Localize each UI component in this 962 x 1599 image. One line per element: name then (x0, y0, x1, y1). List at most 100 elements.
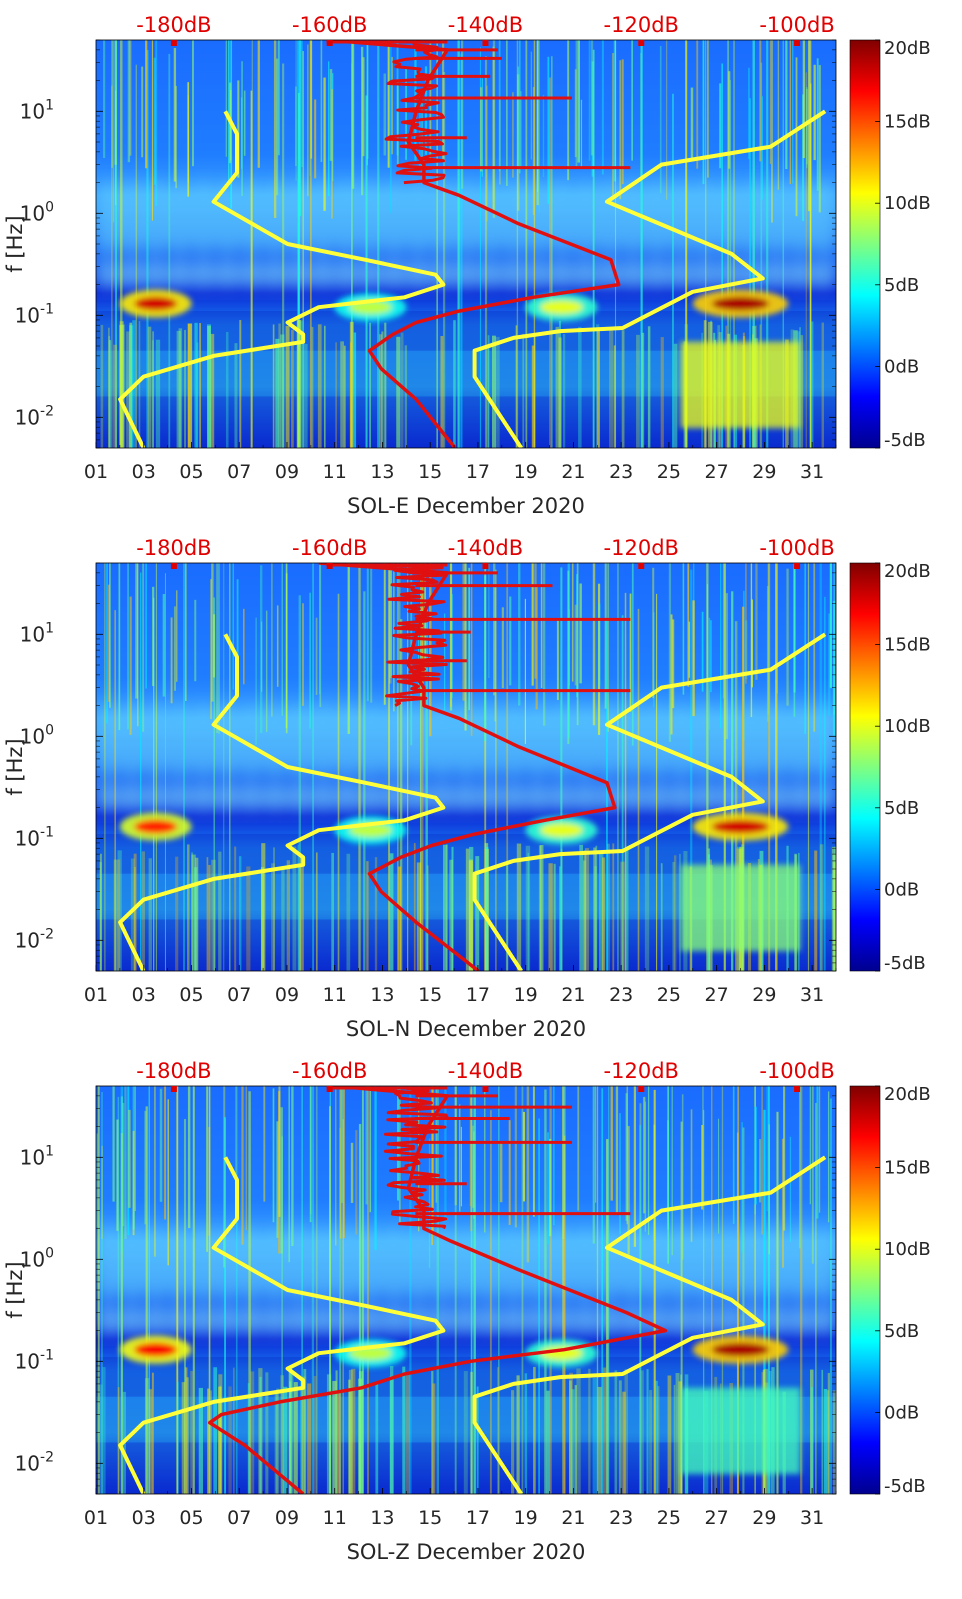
panel-2: 01 03 05 07 09 11 13 15 17 19 21 23 25 27 29 31 10-2 10-1… (3, 536, 931, 1041)
colorbar-tick-label: 15dB (884, 635, 931, 656)
colorbar-tick-label: 0dB (884, 1402, 919, 1423)
x-tick-label: 09 (275, 461, 299, 483)
y-tick-label: 10-2 (15, 926, 54, 952)
spectrogram-plot (96, 1086, 836, 1494)
x-tick-label: 23 (609, 1507, 633, 1529)
top-tick (794, 40, 801, 46)
colorbar-gradient (849, 562, 881, 972)
top-tick (170, 1086, 177, 1092)
x-tick-label: 27 (705, 1507, 729, 1529)
x-tick-label: 23 (609, 984, 633, 1006)
x-tick-label: 01 (84, 1507, 108, 1529)
x-tick-label: 01 (84, 461, 108, 483)
colorbar-tick-label: 5dB (884, 798, 919, 819)
psd-line-jagged (384, 40, 448, 185)
x-tick-label: 03 (132, 1507, 156, 1529)
hotspots (119, 289, 801, 428)
colorbar-tick-label: 10dB (884, 193, 931, 214)
x-tick-label: 15 (418, 1507, 442, 1529)
colorbar-tick-label: 10dB (884, 716, 931, 737)
psd-line-jagged (385, 563, 448, 707)
x-tick-label: 07 (227, 984, 251, 1006)
top-tick (170, 563, 177, 569)
x-tick-label: 03 (132, 984, 156, 1006)
x-tick-label: 29 (752, 984, 776, 1006)
x-tick-label: 13 (370, 984, 394, 1006)
x-tick-label: 05 (179, 984, 203, 1006)
top-tick (482, 40, 489, 46)
hotspots (119, 812, 801, 951)
colorbar-tick-label: 0dB (884, 356, 919, 377)
x-tick-label: 29 (752, 1507, 776, 1529)
top-tick (482, 563, 489, 569)
x-tick-label: 19 (514, 461, 538, 483)
y-tick-label: 10-1 (15, 301, 54, 327)
hotspot-core (134, 1342, 178, 1357)
panel-3: 01 03 05 07 09 11 13 15 17 19 21 23 25 27 29 31 10-2 10-1… (3, 1059, 931, 1564)
x-tick-label: 21 (561, 984, 585, 1006)
y-tick-label: 10-2 (15, 1449, 54, 1475)
x-tick-label: 21 (561, 1507, 585, 1529)
top-tick-label: -180dB (136, 13, 211, 37)
colorbar: 20dB 15dB 10dB 5dB 0dB -5dB (849, 38, 931, 451)
colorbar-tick-label: 5dB (884, 1321, 919, 1342)
panel-1: 01 03 05 07 09 11 13 15 17 19 21 23 25 27 29 31 10-2 10-1… (3, 13, 931, 518)
top-tick-label: -180dB (136, 536, 211, 560)
colorbar: 20dB 15dB 10dB 5dB 0dB -5dB (849, 561, 931, 974)
top-tick-label: -140dB (448, 13, 523, 37)
y-axis-label: f [Hz] (3, 215, 27, 272)
x-tick-label: 23 (609, 461, 633, 483)
hotspot (680, 864, 801, 951)
top-tick (170, 40, 177, 46)
x-axis-label: SOL-E December 2020 (347, 494, 585, 518)
colorbar-tick-label: 20dB (884, 561, 931, 582)
x-tick-label: 25 (657, 1507, 681, 1529)
hotspot-core (134, 819, 178, 834)
x-tick-label: 25 (657, 984, 681, 1006)
low-noise-model-line (118, 110, 446, 448)
top-tick (326, 563, 333, 569)
low-noise-model-line (118, 1156, 446, 1494)
colorbar-tick-label: 5dB (884, 275, 919, 296)
top-tick-label: -120dB (604, 536, 679, 560)
y-tick-label: 101 (20, 1143, 54, 1169)
x-tick-label: 09 (275, 984, 299, 1006)
colorbar-tick-label: -5dB (884, 1476, 926, 1497)
x-tick-label: 13 (370, 461, 394, 483)
y-tick-label: 10-1 (15, 824, 54, 850)
x-tick-label: 27 (705, 461, 729, 483)
top-tick-label: -140dB (448, 536, 523, 560)
hotspot (680, 341, 801, 428)
top-tick-label: -120dB (604, 13, 679, 37)
colorbar-gradient (849, 1085, 881, 1495)
high-noise-model-line (472, 1155, 827, 1494)
x-tick-label: 11 (323, 461, 347, 483)
colorbar-gradient (849, 39, 881, 449)
x-tick-label: 31 (800, 461, 824, 483)
spectrogram-plot (96, 563, 836, 971)
top-tick (638, 40, 645, 46)
x-tick-label: 25 (657, 461, 681, 483)
top-tick-label: -160dB (292, 13, 367, 37)
x-axis-label: SOL-N December 2020 (346, 1017, 586, 1041)
colorbar-tick-label: -5dB (884, 953, 926, 974)
y-tick-label: 10-1 (15, 1347, 54, 1373)
x-tick-label: 05 (179, 1507, 203, 1529)
diurnal-glow (96, 179, 836, 289)
top-tick (326, 1086, 333, 1092)
y-tick-label: 101 (20, 620, 54, 646)
top-tick-label: -180dB (136, 1059, 211, 1083)
top-tick-label: -160dB (292, 536, 367, 560)
x-tick-label: 19 (514, 1507, 538, 1529)
colorbar-tick-label: 20dB (884, 38, 931, 59)
top-tick-label: -140dB (448, 1059, 523, 1083)
top-tick (794, 1086, 801, 1092)
x-tick-label: 19 (514, 984, 538, 1006)
top-tick-label: -100dB (759, 13, 834, 37)
y-axis-label: f [Hz] (3, 738, 27, 795)
top-tick-label: -120dB (604, 1059, 679, 1083)
top-tick-label: -100dB (759, 536, 834, 560)
colorbar-tick-label: 15dB (884, 1158, 931, 1179)
top-tick (326, 40, 333, 46)
